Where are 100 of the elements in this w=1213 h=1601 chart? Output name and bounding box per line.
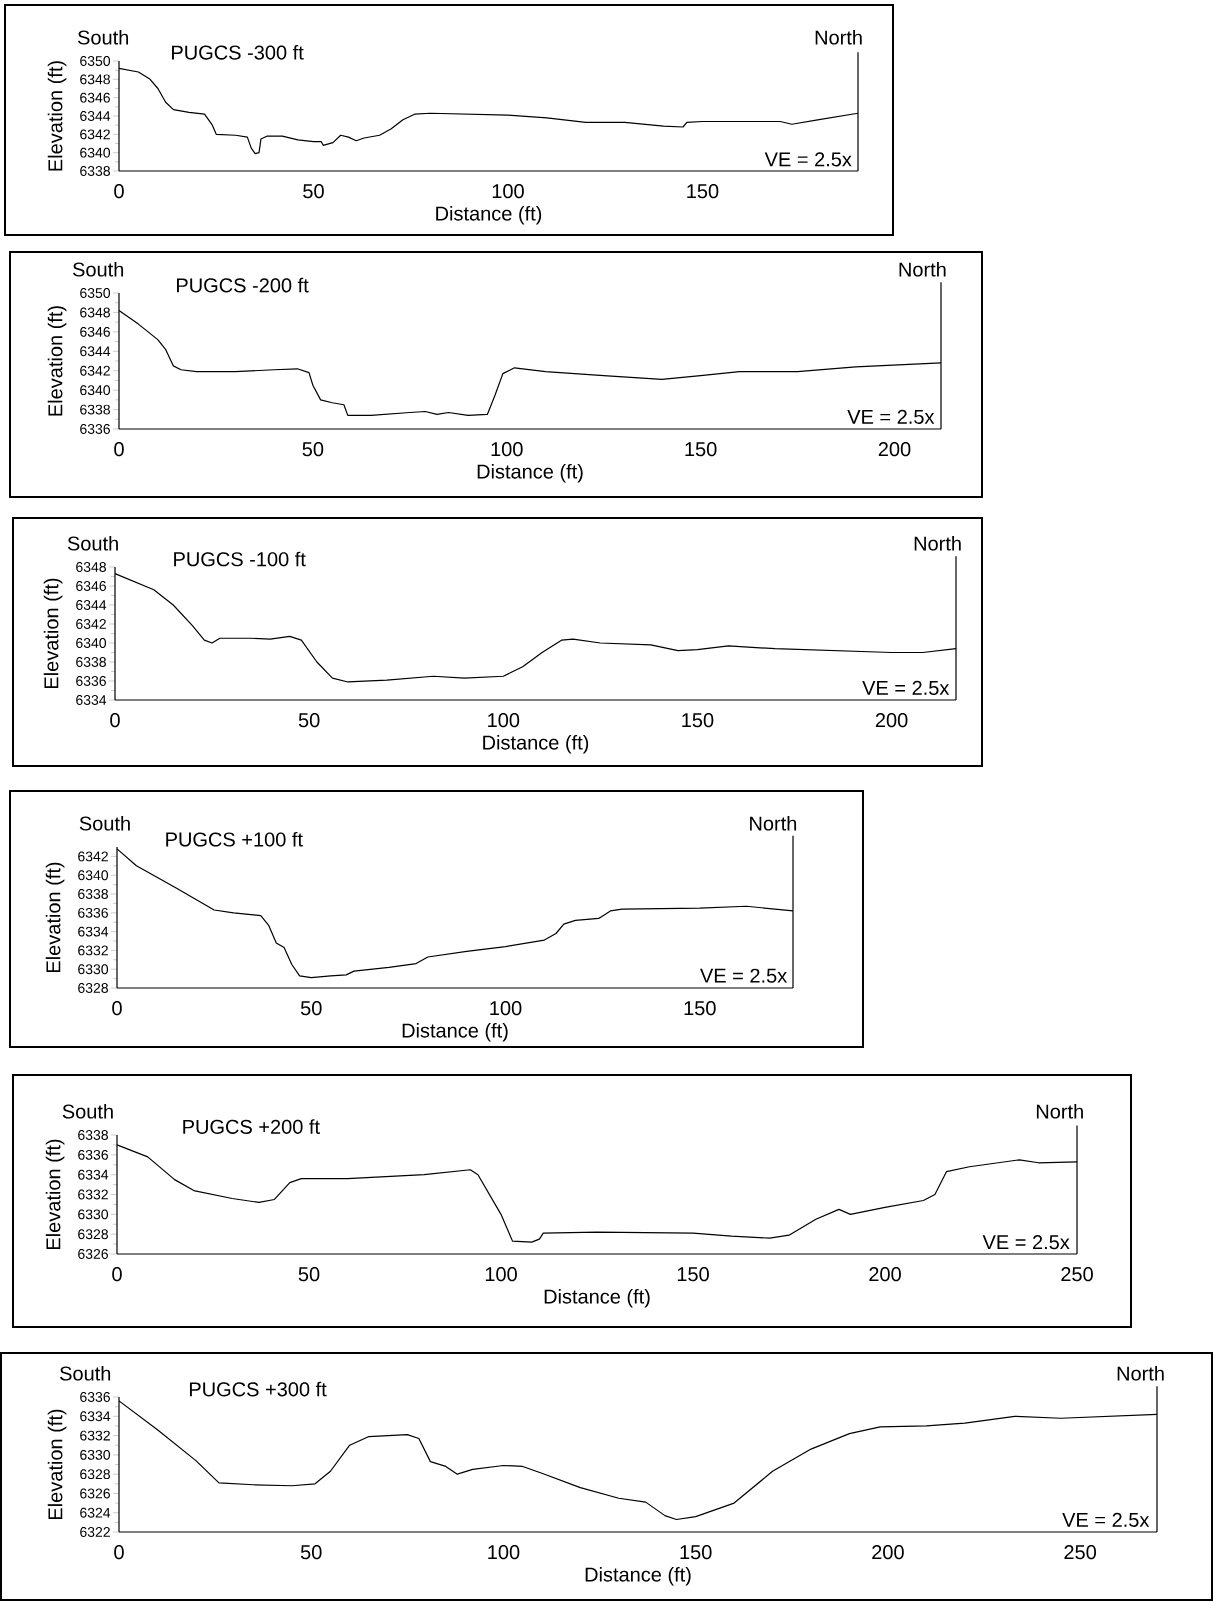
text: North — [750, 815, 797, 831]
chart-title: PUGCS +300 ft — [189, 1381, 327, 1397]
x-axis-title: Distance (ft) — [477, 463, 583, 483]
x-tick-label: 150 — [684, 1001, 716, 1016]
y-tick-label: 6342 — [80, 129, 110, 140]
x-axis-title: Distance (ft) — [436, 205, 542, 225]
y-tick-label: 6338 — [78, 889, 108, 899]
y-tick-label: 6330 — [80, 1449, 111, 1460]
x-axis-title: Distance (ft) — [544, 1288, 650, 1308]
x-tick-label: 200 — [875, 713, 908, 728]
y-tick-label: 6340 — [76, 638, 107, 648]
text: South — [67, 535, 118, 551]
x-axis-title: Distance (ft) — [585, 1566, 691, 1586]
y-tick-label: 6332 — [78, 1189, 108, 1200]
y-axis-title: Elevation (ft) — [45, 1139, 65, 1250]
chart-title: PUGCS -300 ft — [172, 44, 304, 60]
annotation: VE = 2.5x — [847, 409, 935, 424]
y-tick-label: 6332 — [78, 945, 108, 956]
y-tick-label: 6340 — [80, 147, 111, 158]
annotation: VE = 2.5x — [982, 1235, 1070, 1250]
y-tick-label: 6338 — [76, 657, 106, 667]
annotation: VE = 2.5x — [700, 968, 787, 983]
x-tick-label: 50 — [302, 442, 324, 457]
text: South — [77, 29, 129, 45]
y-tick-label: 6334 — [78, 926, 109, 937]
x-tick-label: 150 — [687, 184, 719, 199]
y-tick-label: 6340 — [80, 385, 111, 396]
text: North — [914, 535, 961, 551]
text: North — [815, 29, 862, 45]
y-axis-title: Elevation (ft) — [43, 578, 63, 689]
text: South — [62, 1103, 113, 1119]
y-tick-label: 6346 — [80, 326, 110, 337]
y-tick-label: 6346 — [76, 581, 106, 591]
x-tick-label: 250 — [1061, 1267, 1093, 1282]
x-tick-label: 250 — [1064, 1545, 1097, 1560]
x-tick-label: 50 — [298, 713, 320, 728]
y-tick-label: 6326 — [80, 1488, 110, 1499]
x-tick-label: 0 — [114, 1545, 124, 1560]
x-tick-label: 50 — [300, 1001, 322, 1016]
y-tick-label: 6336 — [80, 1392, 110, 1402]
x-tick-label: 50 — [298, 1267, 320, 1282]
x-tick-label: 200 — [878, 442, 911, 457]
y-axis-title: Elevation (ft) — [47, 1409, 67, 1520]
x-tick-label: 0 — [114, 184, 124, 199]
chart-title: PUGCS -200 ft — [177, 277, 309, 293]
x-tick-label: 150 — [685, 442, 717, 457]
x-tick-label: 200 — [869, 1267, 901, 1282]
x-tick-label: 150 — [680, 1545, 712, 1560]
y-tick-label: 6342 — [76, 619, 106, 629]
text: North — [1036, 1103, 1083, 1119]
annotation: VE = 2.5x — [862, 680, 950, 695]
x-axis-title: Distance (ft) — [483, 734, 589, 754]
x-tick-label: 100 — [492, 184, 524, 199]
x-tick-label: 100 — [485, 1267, 517, 1282]
x-axis-title: Distance (ft) — [402, 1022, 508, 1042]
y-axis-title: Elevation (ft) — [45, 862, 65, 973]
y-tick-label: 6322 — [80, 1527, 110, 1537]
y-tick-label: 6344 — [80, 346, 111, 357]
y-tick-label: 6330 — [78, 1209, 109, 1220]
y-tick-label: 6350 — [80, 56, 111, 66]
y-tick-label: 6338 — [80, 404, 110, 415]
y-tick-label: 6344 — [76, 600, 107, 610]
y-tick-label: 6330 — [78, 964, 109, 975]
y-tick-label: 6346 — [80, 92, 110, 103]
x-tick-label: 200 — [872, 1545, 904, 1560]
text: South — [72, 261, 124, 277]
x-tick-label: 100 — [490, 1001, 522, 1016]
x-tick-label: 150 — [677, 1267, 709, 1282]
x-tick-label: 50 — [303, 184, 324, 199]
chart-title: PUGCS -100 ft — [174, 551, 306, 567]
y-axis-title: Elevation (ft) — [47, 306, 67, 416]
y-tick-label: 6336 — [78, 907, 108, 918]
y-tick-label: 6332 — [80, 1430, 110, 1441]
y-tick-label: 6326 — [78, 1249, 108, 1259]
y-tick-label: 6328 — [80, 1469, 110, 1480]
x-tick-label: 0 — [110, 713, 120, 728]
x-tick-label: 0 — [114, 442, 124, 457]
y-tick-label: 6336 — [78, 1149, 108, 1160]
chart-title: PUGCS +100 ft — [166, 831, 303, 847]
y-tick-label: 6338 — [80, 166, 110, 176]
y-tick-label: 6342 — [80, 365, 110, 376]
chart-title: PUGCS +200 ft — [183, 1119, 320, 1134]
y-tick-label: 6344 — [80, 111, 111, 121]
x-tick-label: 0 — [112, 1267, 122, 1282]
x-tick-label: 100 — [488, 1545, 520, 1560]
y-tick-label: 6338 — [78, 1130, 108, 1140]
x-tick-label: 50 — [300, 1545, 322, 1560]
x-tick-label: 150 — [682, 713, 714, 728]
y-tick-label: 6350 — [80, 288, 111, 298]
x-tick-label: 100 — [488, 713, 520, 728]
y-tick-label: 6334 — [80, 1411, 111, 1422]
x-tick-label: 100 — [491, 442, 523, 457]
y-tick-label: 6348 — [76, 562, 106, 572]
y-tick-label: 6342 — [78, 851, 108, 862]
y-tick-label: 6328 — [78, 1229, 108, 1240]
y-tick-label: 6348 — [80, 307, 110, 318]
annotation: VE = 2.5x — [764, 152, 852, 167]
annotation: VE = 2.5x — [1062, 1512, 1150, 1527]
y-tick-label: 6328 — [78, 983, 108, 993]
y-tick-label: 6336 — [80, 424, 110, 434]
